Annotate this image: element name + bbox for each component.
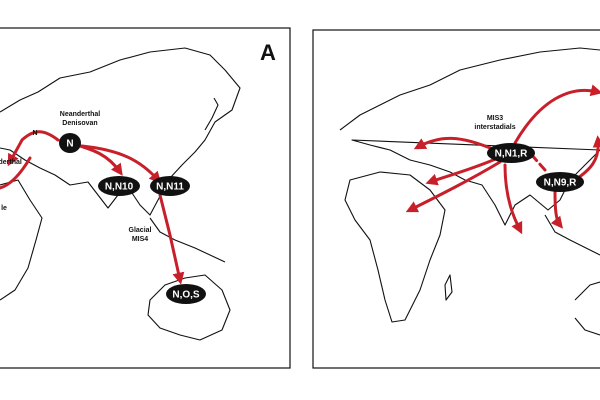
route-arrow (0, 156, 32, 190)
madagascar (444, 274, 453, 301)
annotation: Denisovan (62, 120, 97, 127)
node (166, 284, 206, 304)
panel-b: MIS3 interstadials N,N1,R N,N9,R (312, 29, 600, 369)
panel-frame (0, 27, 291, 369)
route-arrow (425, 156, 500, 186)
node (536, 172, 584, 192)
node-label: N,N1,R (495, 149, 529, 160)
node (98, 176, 140, 196)
annotation: MIS3 (487, 115, 503, 122)
route-arrow (503, 163, 523, 235)
panel-a: A Neanderthal Denisovan Glacial MIS4 nde… (0, 27, 291, 369)
route-arrow (7, 130, 60, 167)
node-label: N,N9,R (544, 178, 578, 189)
eurasia (0, 47, 241, 216)
se-asia (149, 217, 226, 263)
eurasia (339, 47, 600, 226)
routes (405, 84, 600, 235)
route-arrow (158, 193, 185, 285)
annotation: N (32, 130, 37, 137)
africa (344, 171, 446, 323)
route-arrow (80, 144, 162, 184)
annotation: interstadials (474, 124, 515, 131)
annotation: Glacial (129, 227, 152, 234)
route-arrow (405, 160, 502, 213)
node (59, 133, 81, 153)
panel-frame (312, 29, 600, 369)
annotation: le (1, 205, 7, 212)
route-arrow (550, 190, 563, 229)
node-label: N,N10 (105, 182, 134, 193)
node-label: N (66, 139, 73, 150)
node-label: N,O,S (172, 290, 200, 301)
annotation: Neanderthal (60, 111, 101, 118)
route-arrow (413, 136, 497, 152)
node (150, 176, 190, 196)
panel-label: A (260, 40, 276, 65)
africa (0, 179, 43, 301)
node (487, 143, 535, 163)
route-arrow (513, 84, 600, 145)
japan (204, 97, 219, 131)
annotation: MIS4 (132, 236, 148, 243)
australia (574, 281, 600, 336)
node-label: N,N11 (156, 182, 184, 193)
annotation: nderthal (0, 159, 22, 166)
